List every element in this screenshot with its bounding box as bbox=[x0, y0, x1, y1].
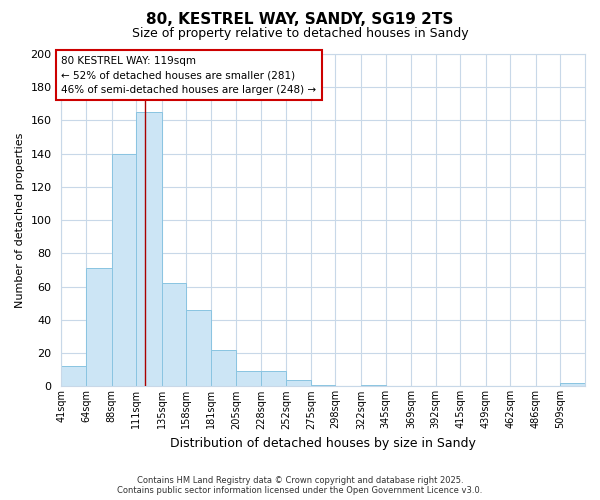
Text: 80, KESTREL WAY, SANDY, SG19 2TS: 80, KESTREL WAY, SANDY, SG19 2TS bbox=[146, 12, 454, 28]
X-axis label: Distribution of detached houses by size in Sandy: Distribution of detached houses by size … bbox=[170, 437, 476, 450]
Text: Contains HM Land Registry data © Crown copyright and database right 2025.
Contai: Contains HM Land Registry data © Crown c… bbox=[118, 476, 482, 495]
Y-axis label: Number of detached properties: Number of detached properties bbox=[15, 132, 25, 308]
Bar bbox=[112, 154, 136, 386]
Bar bbox=[361, 384, 386, 386]
Text: Size of property relative to detached houses in Sandy: Size of property relative to detached ho… bbox=[131, 28, 469, 40]
Bar bbox=[560, 383, 585, 386]
Bar bbox=[261, 372, 286, 386]
Bar bbox=[136, 112, 161, 386]
Text: 80 KESTREL WAY: 119sqm
← 52% of detached houses are smaller (281)
46% of semi-de: 80 KESTREL WAY: 119sqm ← 52% of detached… bbox=[61, 56, 317, 96]
Bar bbox=[61, 366, 86, 386]
Bar bbox=[286, 380, 311, 386]
Bar bbox=[211, 350, 236, 387]
Bar bbox=[311, 384, 335, 386]
Bar bbox=[186, 310, 211, 386]
Bar bbox=[161, 284, 186, 387]
Bar bbox=[86, 268, 112, 386]
Bar bbox=[236, 372, 261, 386]
